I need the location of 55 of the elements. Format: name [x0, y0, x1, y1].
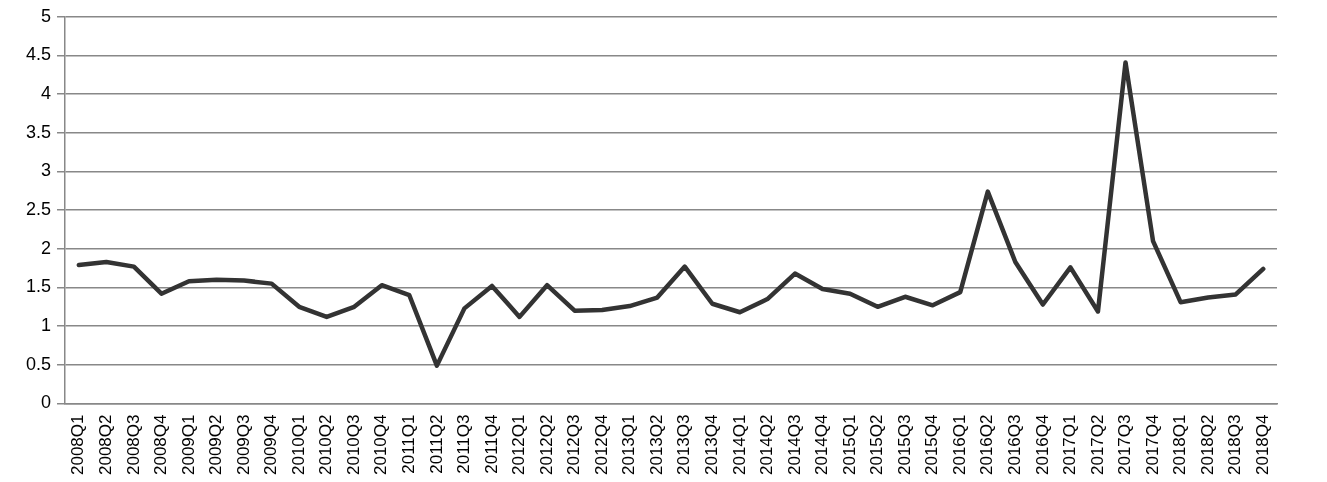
- x-tick-label: 2013Q2: [646, 414, 666, 475]
- x-tick-label: 2008Q1: [68, 414, 88, 475]
- x-tick-label: 2016Q2: [977, 414, 997, 475]
- x-tick-label: 2017Q3: [1115, 414, 1135, 475]
- y-tick-label: 4: [41, 83, 52, 104]
- x-tick-label: 2015Q3: [894, 414, 914, 475]
- x-tick-label: 2012Q1: [509, 414, 529, 475]
- x-tick-label: 2010Q1: [288, 414, 308, 475]
- x-tick-label: 2016Q4: [1032, 414, 1052, 475]
- x-tick-label: 2018Q1: [1170, 414, 1190, 475]
- x-tick-label: 2014Q1: [729, 414, 749, 475]
- x-tick-label: 2011Q1: [399, 414, 419, 474]
- x-tick-label: 2009Q2: [206, 414, 226, 475]
- x-tick-label: 2011Q3: [454, 414, 474, 474]
- x-tick-label: 2016Q3: [1005, 414, 1025, 475]
- x-tick-label: 2013Q3: [674, 414, 694, 475]
- x-tick-label: 2018Q4: [1252, 414, 1272, 475]
- x-tick-label: 2014Q2: [757, 414, 777, 475]
- x-tick-label: 2018Q2: [1197, 414, 1217, 475]
- y-tick-label: 0: [41, 392, 52, 413]
- x-tick-label: 2008Q3: [123, 414, 143, 475]
- y-tick-label: 1: [41, 315, 52, 336]
- y-tick-label: 1.5: [25, 276, 52, 297]
- x-tick-label: 2017Q4: [1142, 414, 1162, 475]
- x-tick-label: 2010Q2: [316, 414, 336, 475]
- x-tick-label: 2014Q4: [812, 414, 832, 475]
- y-tick-label: 0.5: [25, 353, 52, 374]
- x-tick-label: 2009Q4: [261, 414, 281, 475]
- x-tick-label: 2015Q1: [839, 414, 859, 475]
- x-tick-label: 2012Q2: [536, 414, 556, 475]
- x-tick-label: 2015Q2: [867, 414, 887, 475]
- x-tick-label: 2011Q2: [426, 414, 446, 474]
- x-tick-label: 2014Q3: [784, 414, 804, 475]
- x-tick-label: 2011Q4: [481, 414, 501, 474]
- x-tick-label: 2010Q3: [343, 414, 363, 475]
- y-tick-label: 4.5: [25, 44, 52, 65]
- y-tick-label: 3: [41, 160, 52, 181]
- x-tick-label: 2018Q3: [1225, 414, 1245, 475]
- x-tick-label: 2009Q1: [178, 414, 198, 475]
- x-tick-label: 2009Q3: [233, 414, 253, 475]
- x-tick-label: 2013Q4: [702, 414, 722, 475]
- y-tick-label: 2: [41, 237, 52, 258]
- y-tick-label: 3.5: [25, 121, 52, 142]
- x-tick-label: 2015Q4: [922, 414, 942, 475]
- x-tick-label: 2017Q2: [1087, 414, 1107, 475]
- x-tick-label: 2012Q3: [564, 414, 584, 475]
- x-tick-label: 2010Q4: [371, 414, 391, 475]
- x-tick-label: 2008Q2: [96, 414, 116, 475]
- x-tick-label: 2016Q1: [949, 414, 969, 475]
- y-tick-label: 5: [41, 5, 52, 26]
- x-tick-label: 2008Q4: [151, 414, 171, 475]
- y-tick-label: 2.5: [25, 199, 52, 220]
- x-tick-label: 2017Q1: [1060, 414, 1080, 475]
- x-tick-label: 2012Q4: [591, 414, 611, 475]
- x-tick-label: 2013Q1: [619, 414, 639, 475]
